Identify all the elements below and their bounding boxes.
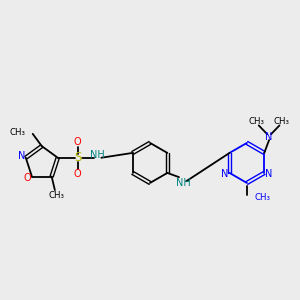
Text: CH₃: CH₃ xyxy=(49,191,64,200)
Text: N: N xyxy=(266,132,273,142)
Text: CH₃: CH₃ xyxy=(254,193,270,202)
Text: O: O xyxy=(74,169,82,179)
Text: S: S xyxy=(74,151,82,164)
Text: CH₃: CH₃ xyxy=(10,128,26,137)
Text: CH₃: CH₃ xyxy=(249,117,265,126)
Text: N: N xyxy=(265,169,272,179)
Text: O: O xyxy=(74,136,82,147)
Text: NH: NH xyxy=(176,178,191,188)
Text: CH₃: CH₃ xyxy=(273,117,290,126)
Text: N: N xyxy=(221,169,229,179)
Text: NH: NH xyxy=(90,149,104,160)
Text: N: N xyxy=(18,151,25,161)
Text: O: O xyxy=(24,173,32,183)
